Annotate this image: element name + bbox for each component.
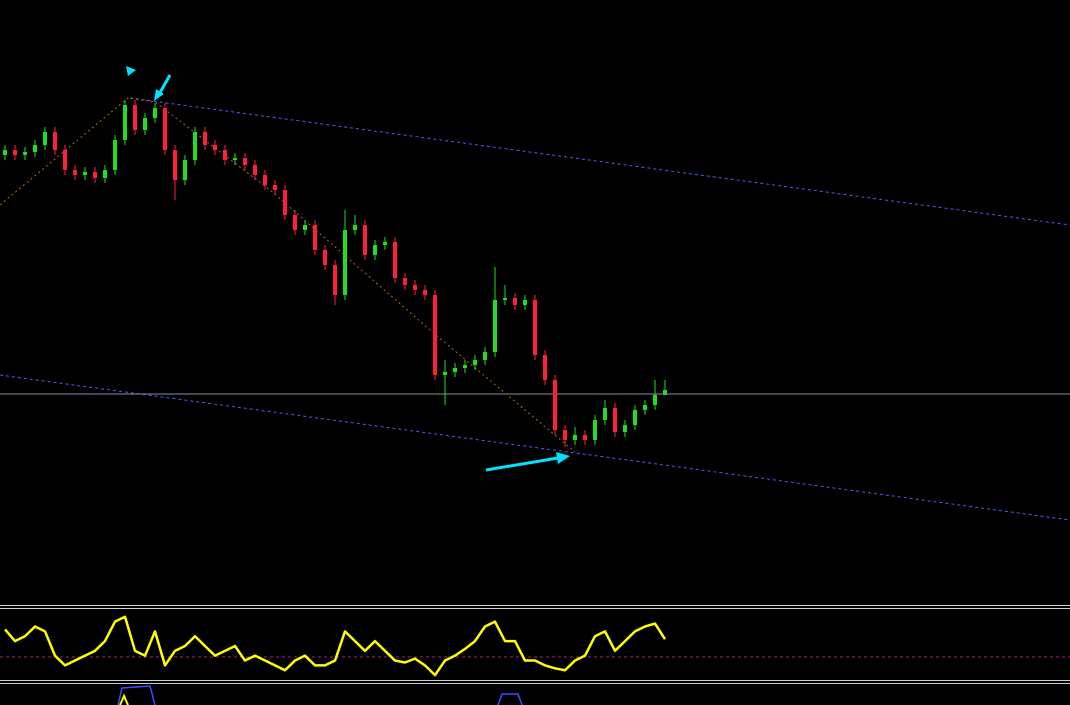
candle-body — [193, 132, 197, 160]
candle-body — [423, 290, 427, 295]
candle-body — [113, 140, 117, 170]
candle-body — [413, 285, 417, 290]
candle-body — [93, 172, 97, 178]
candle-body — [383, 242, 387, 245]
candle-body — [613, 408, 617, 432]
candle-body — [103, 170, 107, 178]
candle-body — [273, 185, 277, 190]
arrow-head — [556, 452, 570, 464]
candle-body — [453, 368, 457, 372]
candle-body — [223, 150, 227, 160]
candle-body — [263, 175, 267, 185]
candle-body — [633, 410, 637, 425]
candle-body — [253, 165, 257, 175]
arrow-shaft — [485, 456, 559, 472]
candle-body — [133, 105, 137, 130]
candle-body — [13, 150, 17, 155]
candle-body — [73, 170, 77, 175]
candle-body — [243, 158, 247, 165]
arrow-head — [154, 89, 164, 101]
candle-body — [493, 300, 497, 352]
candle-body — [363, 225, 367, 255]
candle-body — [3, 150, 7, 155]
candle-body — [323, 250, 327, 265]
channel-upper — [129, 97, 1070, 226]
candle-body — [623, 425, 627, 432]
candle-body — [293, 215, 297, 230]
candle-body — [583, 435, 587, 440]
candle-body — [333, 265, 337, 295]
candle-body — [33, 145, 37, 152]
candle-body — [433, 295, 437, 375]
candle-body — [573, 435, 577, 440]
candle-body — [53, 132, 57, 150]
oscillator-line — [4, 615, 667, 677]
lower-indicator — [117, 685, 523, 705]
candle-body — [443, 372, 447, 375]
candle-body — [523, 300, 527, 305]
candle-body — [393, 242, 397, 278]
candle-body — [23, 152, 27, 155]
lower-indicator — [119, 693, 129, 705]
candle-body — [553, 380, 557, 430]
candle-body — [153, 108, 157, 118]
candle-body — [83, 172, 87, 175]
candle-body — [543, 355, 547, 380]
candle-body — [563, 430, 567, 440]
candle-body — [503, 298, 507, 300]
candle-body — [463, 365, 467, 368]
candle-body — [163, 108, 167, 150]
candle-body — [283, 190, 287, 215]
arrow-marker — [126, 66, 136, 76]
candle-body — [473, 360, 477, 365]
candle-body — [63, 150, 67, 170]
candle-body — [533, 300, 537, 355]
candle-body — [143, 118, 147, 130]
candle-body — [643, 405, 647, 410]
candle-body — [183, 160, 187, 180]
candle-body — [663, 390, 667, 395]
candle-body — [593, 420, 597, 440]
candle-body — [313, 225, 317, 250]
candle-body — [43, 132, 47, 145]
candle-body — [203, 132, 207, 145]
zigzag — [0, 97, 576, 453]
candle-body — [653, 395, 657, 405]
candle-body — [373, 245, 377, 255]
candle-body — [403, 278, 407, 285]
candle-body — [343, 230, 347, 295]
candle-body — [353, 225, 357, 230]
candle-body — [483, 352, 487, 360]
candle-body — [233, 158, 237, 160]
candle-body — [603, 408, 607, 420]
candle-body — [303, 225, 307, 230]
candle-body — [173, 150, 177, 180]
candle-body — [123, 105, 127, 140]
candle-body — [213, 145, 217, 150]
candle-body — [513, 298, 517, 305]
